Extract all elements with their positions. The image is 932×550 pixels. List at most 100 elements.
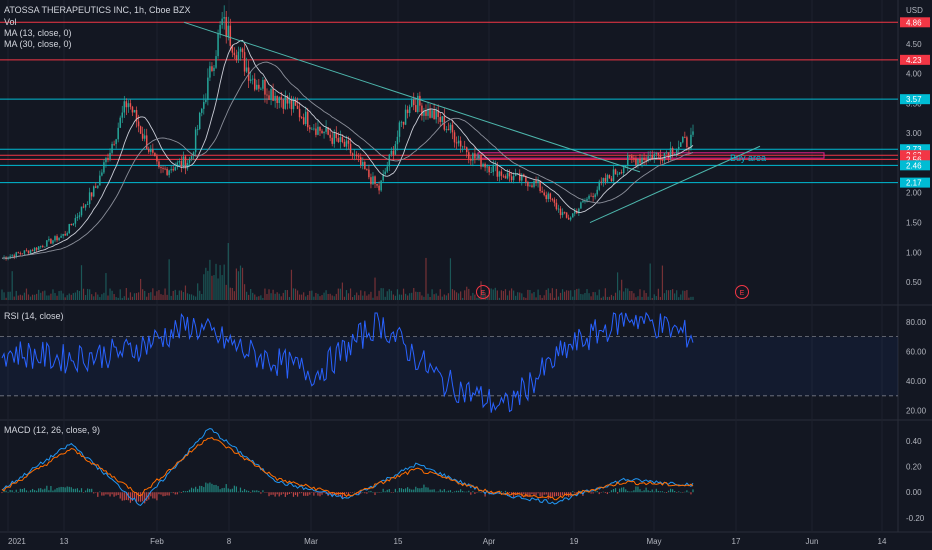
volume-bar [557, 296, 560, 300]
candle-body [533, 180, 535, 187]
macd-histogram-bar [492, 492, 494, 493]
price-candles[interactable] [3, 5, 694, 261]
macd-histogram-bar [172, 492, 174, 494]
macd-histogram-bar [413, 489, 415, 493]
macd-histogram-bar [455, 490, 458, 493]
price-level-tag-label: 2.46 [906, 161, 922, 170]
volume-bar [394, 295, 397, 300]
candle-body [268, 95, 270, 100]
macd-histogram-bar [419, 488, 421, 493]
candle-body [653, 154, 656, 160]
drawing-overlay[interactable]: Buy area E E [183, 21, 766, 299]
volume-bar [231, 287, 233, 300]
volume-bar [384, 296, 386, 300]
macd-histogram-bar [649, 491, 651, 493]
macd-legend[interactable]: MACD (12, 26, close, 9) [4, 425, 100, 435]
volume-bar [290, 269, 293, 300]
candle-body [219, 25, 221, 34]
volume-bar [686, 290, 688, 300]
macd-histogram-bar [97, 492, 99, 497]
macd-histogram-bar [384, 491, 386, 493]
price-tick-label: 4.50 [906, 40, 922, 49]
candle-body [486, 166, 488, 168]
macd-histogram-bar [146, 492, 148, 501]
candle-body [168, 170, 170, 175]
candle-body [347, 140, 350, 144]
volume-bar [364, 291, 366, 300]
volume-bar [584, 292, 586, 300]
candle-body [651, 155, 653, 160]
price-axes: 0.501.001.502.002.503.003.504.004.504.86… [900, 17, 930, 523]
volume-bar [419, 291, 421, 300]
volume-bar [89, 289, 91, 300]
macd-histogram-bar [443, 489, 445, 493]
candle-body [143, 135, 146, 139]
macd-histogram-bar [684, 491, 686, 493]
candle-body [649, 155, 651, 157]
macd-histogram-bar [78, 490, 81, 493]
volume-bar [667, 290, 670, 300]
volume-bar [15, 290, 17, 300]
symbol-legend[interactable]: ATOSSA THERAPEUTICS INC, 1h, Cboe BZX [4, 5, 191, 15]
candle-body [525, 176, 527, 182]
candle-body [103, 162, 105, 173]
candle-body [624, 165, 627, 168]
candle-body [382, 174, 384, 181]
volume-bar [223, 264, 225, 300]
volume-bar [427, 293, 429, 300]
rsi-legend[interactable]: RSI (14, close) [4, 311, 64, 321]
volume-bar [115, 297, 117, 300]
ma13-legend[interactable]: MA (13, close, 0) [4, 28, 72, 38]
volume-bar [527, 289, 529, 300]
volume-bar [413, 287, 415, 300]
volume-bar [400, 294, 403, 300]
volume-bar [362, 295, 364, 300]
volume-bar [9, 291, 11, 300]
macd-histogram-bar [335, 492, 337, 495]
candle-body [294, 99, 297, 106]
currency-label[interactable]: USD [906, 6, 923, 15]
candle-body [673, 153, 676, 155]
volume-bar [421, 295, 423, 300]
volume-bar [651, 297, 653, 300]
macd-histogram-bar [209, 482, 211, 493]
volume-legend[interactable]: Vol [4, 17, 17, 27]
volume-bar [441, 296, 443, 300]
candle-body [311, 128, 313, 130]
volume-bar [635, 297, 637, 300]
price-level-tag-label: 4.86 [906, 18, 922, 27]
volume-bar [99, 297, 101, 300]
macd-histogram-bar [409, 488, 411, 493]
candle-body [425, 110, 427, 116]
volume-bar [602, 296, 604, 300]
macd-histogram-bar [274, 492, 276, 497]
volume-bar [563, 291, 566, 300]
macd-histogram-bar [243, 489, 246, 493]
volume-bar [621, 279, 623, 300]
candle-body [633, 158, 635, 159]
volume-bar [345, 290, 348, 300]
candle-body [129, 103, 132, 107]
volume-bar [13, 296, 15, 300]
candle-body [260, 88, 262, 90]
candle-body [192, 152, 195, 156]
ma30-legend[interactable]: MA (30, close, 0) [4, 39, 72, 49]
macd-histogram-bar [360, 492, 362, 494]
volume-bar [578, 288, 580, 300]
volume-bar [451, 289, 454, 300]
volume-bar [545, 289, 547, 300]
macd-histogram-bar [598, 492, 600, 495]
volume-bar [366, 295, 368, 300]
macd-histogram-bar [460, 489, 462, 493]
volume-bar [476, 297, 478, 300]
macd-panel[interactable] [1, 427, 694, 506]
macd-histogram-bar [303, 492, 305, 496]
candle-body [315, 128, 317, 135]
rsi-panel[interactable] [0, 311, 898, 413]
volume-bar [270, 293, 272, 300]
candle-body [669, 147, 672, 158]
macd-histogram-bar [288, 492, 291, 494]
volume-bar [184, 285, 187, 300]
time-tick-label: 19 [570, 537, 579, 546]
